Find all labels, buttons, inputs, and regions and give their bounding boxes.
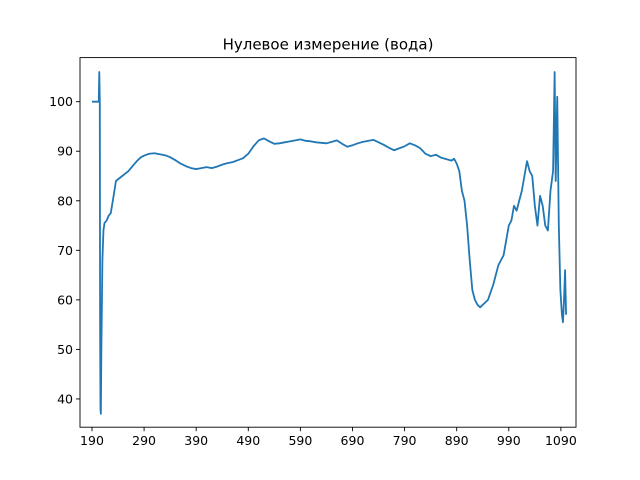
- plot-frame: [79, 57, 577, 428]
- x-tick-label: 390: [184, 433, 208, 448]
- x-tick-label: 1090: [545, 433, 577, 448]
- axis-ticks: 190 290 390 490 590 690 790 890 990 1090 40 50 60 70 8…: [49, 94, 577, 448]
- x-tick-label: 290: [132, 433, 156, 448]
- x-tick-label: 990: [497, 433, 521, 448]
- y-tick-label: 90: [57, 144, 73, 159]
- x-tick-label: 890: [445, 433, 469, 448]
- y-tick-label: 40: [57, 391, 73, 406]
- y-tick-label: 60: [57, 292, 73, 307]
- y-tick-label: 100: [49, 94, 73, 109]
- series-line-0: [91, 71, 567, 415]
- x-tick-label: 490: [236, 433, 260, 448]
- x-tick-label: 690: [341, 433, 365, 448]
- y-tick-label: 70: [57, 243, 73, 258]
- chart-title: Нулевое измерение (вода): [223, 36, 434, 54]
- plot-data-layer: [91, 71, 567, 415]
- x-tick-label: 190: [80, 433, 104, 448]
- x-tick-label: 590: [288, 433, 312, 448]
- x-tick-label: 790: [393, 433, 417, 448]
- y-tick-label: 50: [57, 342, 73, 357]
- y-tick-label: 80: [57, 193, 73, 208]
